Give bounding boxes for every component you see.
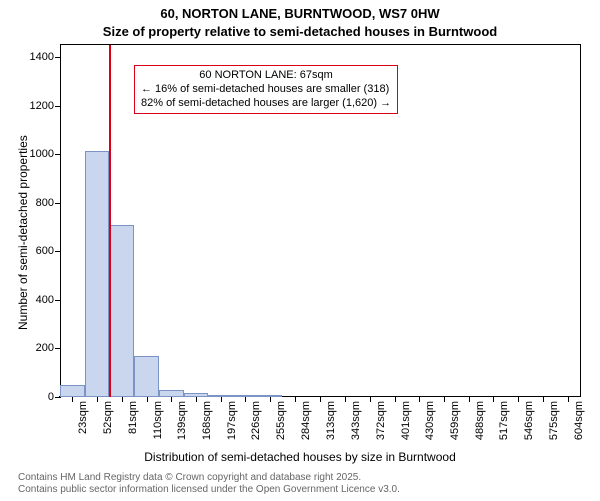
x-tick: [568, 397, 569, 402]
y-axis-line: [60, 45, 61, 398]
x-tick: [493, 397, 494, 402]
y-tick-label: 400: [36, 294, 60, 306]
x-axis-label: Distribution of semi-detached houses by …: [0, 450, 600, 464]
x-tick: [97, 397, 98, 402]
histogram-bar: [109, 225, 134, 397]
histogram-chart: 60, NORTON LANE, BURNTWOOD, WS7 0HW Size…: [0, 0, 600, 500]
x-tick: [221, 397, 222, 402]
annotation-line: 60 NORTON LANE: 67sqm: [141, 69, 391, 83]
x-tick: [171, 397, 172, 402]
x-tick: [147, 397, 148, 402]
x-tick: [419, 397, 420, 402]
footer-line-2: Contains public sector information licen…: [18, 484, 400, 495]
annotation-line: ← 16% of semi-detached houses are smalle…: [141, 83, 391, 97]
histogram-bar: [134, 356, 159, 397]
x-tick: [469, 397, 470, 402]
x-tick: [270, 397, 271, 402]
annotation-line: 82% of semi-detached houses are larger (…: [141, 97, 391, 111]
y-tick-label: 600: [36, 245, 60, 257]
x-tick: [543, 397, 544, 402]
y-tick-label: 1400: [30, 51, 60, 63]
y-tick-label: 0: [48, 391, 60, 403]
histogram-bar: [85, 151, 110, 397]
chart-title: 60, NORTON LANE, BURNTWOOD, WS7 0HW: [0, 6, 600, 21]
y-axis-label: Number of semi-detached properties: [16, 135, 30, 330]
x-tick: [122, 397, 123, 402]
x-tick: [245, 397, 246, 402]
annotation-box: 60 NORTON LANE: 67sqm← 16% of semi-detac…: [134, 65, 398, 114]
x-tick: [196, 397, 197, 402]
x-tick: [370, 397, 371, 402]
x-tick: [518, 397, 519, 402]
reference-line: [109, 45, 111, 397]
plot-area: 020040060080010001200140023sqm52sqm81sqm…: [60, 44, 581, 397]
x-tick: [395, 397, 396, 402]
histogram-bar: [60, 385, 85, 397]
x-tick: [345, 397, 346, 402]
x-tick: [320, 397, 321, 402]
x-tick: [444, 397, 445, 402]
chart-subtitle: Size of property relative to semi-detach…: [0, 24, 600, 39]
y-tick-label: 200: [36, 342, 60, 354]
y-tick-label: 800: [36, 197, 60, 209]
y-tick-label: 1200: [30, 100, 60, 112]
y-tick-label: 1000: [30, 148, 60, 160]
x-tick: [295, 397, 296, 402]
histogram-bar: [159, 390, 184, 397]
footer-line-1: Contains HM Land Registry data © Crown c…: [18, 472, 361, 483]
x-tick: [72, 397, 73, 402]
